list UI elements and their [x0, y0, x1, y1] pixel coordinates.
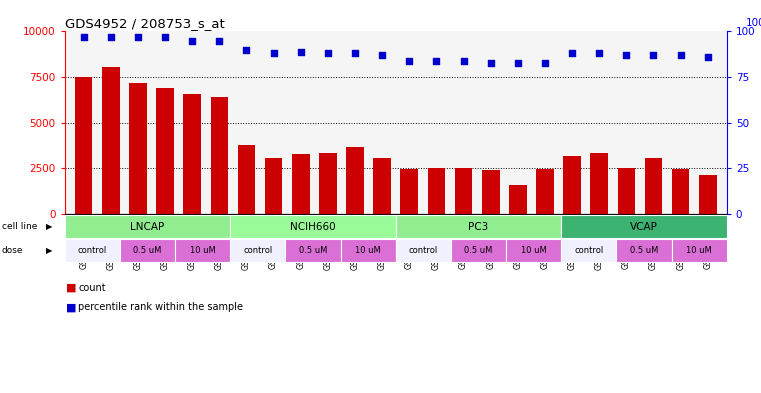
Point [403, 57, 416, 64]
Bar [75, 77, 93, 214]
Bar [482, 170, 499, 214]
Point [674, 52, 686, 58]
Bar [672, 169, 689, 214]
Text: cell line: cell line [2, 222, 37, 231]
Text: NCIH660: NCIH660 [290, 222, 336, 232]
Point [240, 46, 253, 53]
Bar [455, 169, 473, 214]
Text: percentile rank within the sample: percentile rank within the sample [78, 302, 244, 312]
Text: 10 uM: 10 uM [521, 246, 546, 255]
Text: 10 uM: 10 uM [189, 246, 215, 255]
Point [349, 50, 361, 57]
Bar [563, 156, 581, 214]
Bar [428, 169, 445, 214]
Point [593, 50, 605, 57]
Bar [292, 154, 310, 214]
Point [159, 34, 171, 40]
Text: dose: dose [2, 246, 23, 255]
Bar [699, 175, 717, 214]
Text: ▶: ▶ [46, 222, 53, 231]
Bar [265, 158, 282, 214]
Point [430, 57, 442, 64]
Bar [156, 88, 174, 214]
Bar [537, 169, 554, 214]
Point [457, 57, 470, 64]
Bar [129, 83, 147, 214]
Point [566, 50, 578, 57]
Point [376, 52, 388, 58]
Text: control: control [78, 246, 107, 255]
Bar [617, 169, 635, 214]
Point [511, 59, 524, 66]
Text: PC3: PC3 [468, 222, 489, 232]
Bar [374, 158, 391, 214]
Text: LNCAP: LNCAP [130, 222, 164, 232]
Text: ■: ■ [66, 302, 77, 312]
Point [78, 34, 90, 40]
Bar [591, 153, 608, 214]
Text: control: control [409, 246, 438, 255]
Bar [509, 185, 527, 214]
Text: count: count [78, 283, 106, 293]
Point [105, 34, 117, 40]
Bar [237, 145, 255, 214]
Bar [183, 94, 201, 214]
Text: 10 uM: 10 uM [686, 246, 712, 255]
Point [186, 37, 199, 44]
Bar [645, 158, 662, 214]
Text: ▶: ▶ [46, 246, 53, 255]
Text: control: control [575, 246, 603, 255]
Point [620, 52, 632, 58]
Text: 0.5 uM: 0.5 uM [464, 246, 492, 255]
Bar [400, 169, 418, 214]
Bar [102, 67, 119, 214]
Point [648, 52, 660, 58]
Text: 0.5 uM: 0.5 uM [299, 246, 327, 255]
Text: 10 uM: 10 uM [355, 246, 381, 255]
Point [539, 59, 551, 66]
Point [132, 34, 144, 40]
Text: VCAP: VCAP [630, 222, 658, 232]
Bar [319, 153, 336, 214]
Text: 100%: 100% [747, 18, 761, 28]
Point [322, 50, 334, 57]
Point [485, 59, 497, 66]
Text: 0.5 uM: 0.5 uM [630, 246, 658, 255]
Point [295, 48, 307, 55]
Text: ■: ■ [66, 283, 77, 293]
Bar [211, 97, 228, 214]
Text: control: control [244, 246, 272, 255]
Text: GDS4952 / 208753_s_at: GDS4952 / 208753_s_at [65, 17, 224, 30]
Point [702, 54, 714, 60]
Bar [346, 147, 364, 214]
Text: 0.5 uM: 0.5 uM [133, 246, 161, 255]
Point [268, 50, 280, 57]
Point [213, 37, 225, 44]
